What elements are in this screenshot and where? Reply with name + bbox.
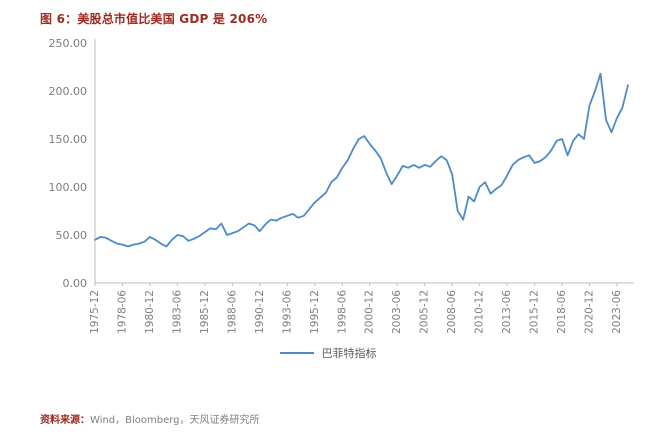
svg-text:1983-06: 1983-06 xyxy=(171,290,183,334)
legend-line-swatch xyxy=(279,352,314,354)
svg-text:2018-06: 2018-06 xyxy=(556,290,568,334)
svg-text:1978-06: 1978-06 xyxy=(116,290,128,334)
svg-text:50.00: 50.00 xyxy=(56,229,88,242)
svg-text:100.00: 100.00 xyxy=(49,181,88,194)
buffett-indicator-chart: 0.00 50.00 100.00 150.00 200.00 250.00 1975-12… xyxy=(0,31,656,343)
svg-text:0.00: 0.00 xyxy=(63,277,88,290)
svg-text:200.00: 200.00 xyxy=(49,85,88,98)
svg-text:250.00: 250.00 xyxy=(49,37,88,50)
source-note: 资料来源：Wind，Bloomberg，天风证券研究所 xyxy=(40,411,260,426)
figure-title: 图 6：美股总市值比美国 GDP 是 206% xyxy=(40,12,268,26)
line-chart-canvas: 0.00 50.00 100.00 150.00 200.00 250.00 1975-12… xyxy=(49,37,634,334)
svg-text:1975-12: 1975-12 xyxy=(89,290,101,334)
svg-text:150.00: 150.00 xyxy=(49,133,88,146)
svg-text:2008-06: 2008-06 xyxy=(446,290,458,334)
svg-text:1988-06: 1988-06 xyxy=(226,290,238,334)
svg-text:2015-12: 2015-12 xyxy=(529,290,541,334)
svg-text:2010-12: 2010-12 xyxy=(474,290,486,334)
legend-label: 巴菲特指标 xyxy=(321,347,377,360)
svg-text:1993-06: 1993-06 xyxy=(281,290,293,334)
svg-text:2013-06: 2013-06 xyxy=(501,290,513,334)
svg-text:2023-06: 2023-06 xyxy=(611,290,623,334)
svg-text:1998-06: 1998-06 xyxy=(336,290,348,334)
source-prefix: 资料来源： xyxy=(40,415,90,426)
svg-text:1980-12: 1980-12 xyxy=(144,290,156,334)
source-text: Wind，Bloomberg，天风证券研究所 xyxy=(90,415,260,426)
svg-text:1990-12: 1990-12 xyxy=(254,290,266,334)
svg-text:1985-12: 1985-12 xyxy=(199,290,211,334)
svg-text:2020-12: 2020-12 xyxy=(584,290,596,334)
svg-text:2005-12: 2005-12 xyxy=(419,290,431,334)
svg-text:1995-12: 1995-12 xyxy=(309,290,321,334)
chart-legend: 巴菲特指标 xyxy=(0,345,656,361)
svg-text:2003-06: 2003-06 xyxy=(391,290,403,334)
svg-text:2000-12: 2000-12 xyxy=(364,290,376,334)
